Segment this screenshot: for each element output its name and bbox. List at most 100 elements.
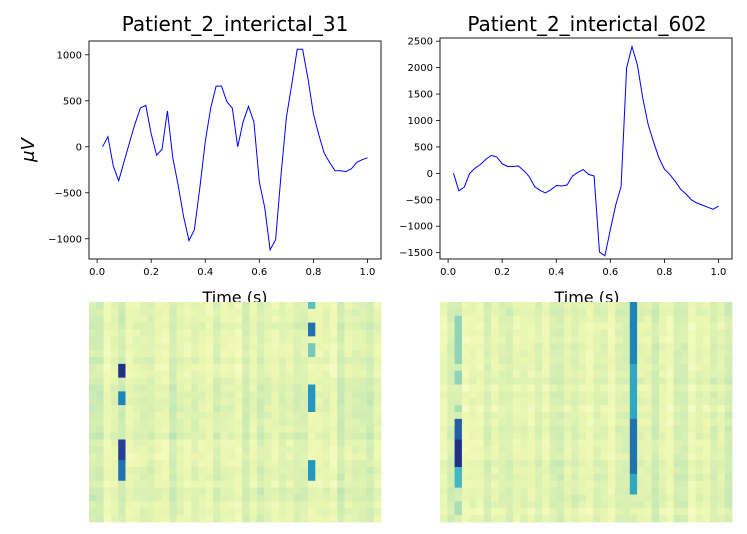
heatmap-cell: [213, 418, 221, 427]
heatmap-cell: [695, 418, 704, 427]
heatmap-cell: [680, 336, 689, 344]
heatmap-cell: [140, 473, 148, 482]
heatmap-cell: [695, 370, 704, 379]
heatmap-cell: [447, 432, 455, 440]
heatmap-cell: [271, 487, 280, 495]
heatmap-cell: [322, 515, 331, 523]
heatmap-cell: [118, 460, 126, 468]
heatmap-cell: [89, 405, 97, 413]
heatmap-cell: [205, 487, 214, 495]
heatmap-cell: [227, 508, 236, 516]
heatmap-cell: [220, 377, 229, 385]
heatmap-cell: [629, 315, 638, 324]
heatmap-cell: [96, 473, 104, 482]
heatmap-cell: [183, 439, 192, 447]
heatmap-cell: [461, 439, 470, 447]
heatmap-cell: [593, 460, 601, 468]
heatmap-cell: [242, 391, 250, 399]
heatmap-cell: [176, 501, 185, 509]
heatmap-cell: [293, 343, 302, 351]
heatmap-cell: [491, 308, 499, 317]
heatmap-cell: [607, 391, 616, 399]
heatmap-cell: [454, 439, 463, 447]
heatmap-cell: [337, 473, 345, 482]
heatmap-cell: [286, 446, 294, 454]
heatmap-cell: [534, 425, 543, 434]
heatmap-cell: [564, 302, 572, 310]
heatmap-cell: [637, 384, 645, 392]
heatmap-cell: [242, 508, 250, 516]
heatmap-cell: [293, 370, 302, 379]
heatmap-cell: [724, 487, 733, 495]
heatmap-cell: [607, 487, 616, 495]
heatmap-cell: [651, 357, 660, 365]
heatmap-cell: [118, 363, 126, 372]
heatmap-cell: [710, 398, 718, 406]
heatmap-cell: [132, 425, 141, 434]
heatmap-cell: [476, 363, 485, 372]
heatmap-cell: [527, 501, 536, 509]
heatmap-cell: [344, 329, 353, 337]
heatmap-cell: [264, 501, 272, 509]
heatmap-cell: [278, 515, 287, 523]
heatmap-cell: [695, 494, 704, 502]
heatmap-cell: [286, 302, 294, 310]
heatmap-cell: [454, 460, 463, 468]
heatmap-cell: [359, 322, 367, 330]
heatmap-cell: [154, 357, 163, 365]
heatmap-cell: [673, 494, 682, 502]
heatmap-cell: [235, 315, 243, 324]
heatmap-cell: [659, 418, 667, 427]
heatmap-cell: [542, 384, 550, 392]
heatmap-cell: [351, 412, 360, 420]
heatmap-cell: [680, 418, 689, 427]
heatmap-cell: [659, 432, 667, 440]
heatmap-cell: [724, 308, 733, 317]
heatmap-cell: [351, 363, 360, 372]
heatmap-cell: [293, 350, 302, 358]
heatmap-cell: [278, 446, 287, 454]
heatmap-cell: [89, 322, 97, 330]
heatmap-cell: [556, 329, 565, 337]
heatmap-cell: [586, 343, 594, 351]
heatmap-cell: [651, 322, 660, 330]
heatmap-cell: [651, 432, 660, 440]
heatmap-cell: [607, 508, 616, 516]
heatmap-cell: [132, 377, 141, 385]
heatmap-cell: [695, 329, 704, 337]
heatmap-cell: [198, 494, 207, 502]
heatmap-cell: [118, 370, 126, 379]
heatmap-cell: [176, 473, 185, 482]
heatmap-cell: [505, 425, 514, 434]
heatmap-cell: [125, 308, 134, 317]
heatmap-cell: [366, 350, 375, 358]
heatmap-cell: [198, 501, 207, 509]
heatmap-cell: [242, 418, 250, 427]
heatmap-cell: [125, 467, 134, 475]
heatmap-cell: [659, 480, 667, 489]
heatmap-cell: [337, 494, 345, 502]
heatmap-cell: [169, 453, 177, 461]
heatmap-cell: [607, 432, 616, 440]
heatmap-cell: [337, 377, 345, 385]
heatmap-cell: [534, 494, 543, 502]
heatmap-cell: [351, 322, 360, 330]
heatmap-cell: [344, 473, 353, 482]
heatmap-cell: [710, 308, 718, 317]
heatmap-cell: [286, 384, 294, 392]
heatmap-cell: [659, 315, 667, 324]
x-tick-label: 0.4: [197, 267, 213, 278]
heatmap-cell: [542, 508, 550, 516]
heatmap-cell: [454, 377, 463, 385]
heatmap-cell: [154, 405, 163, 413]
heatmap-cell: [644, 480, 653, 489]
heatmap-cell: [513, 473, 521, 482]
heatmap-cell: [483, 508, 492, 516]
heatmap-cell: [169, 467, 177, 475]
heatmap-cell: [198, 418, 207, 427]
heatmap-cell: [103, 315, 112, 324]
heatmap-cell: [125, 453, 134, 461]
heatmap-cell: [513, 363, 521, 372]
heatmap-cell: [542, 515, 550, 523]
